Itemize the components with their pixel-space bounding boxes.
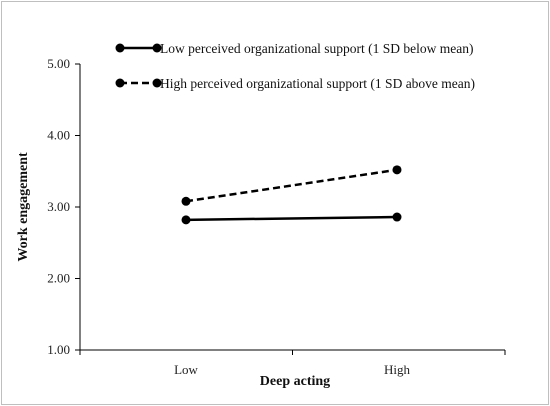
y-tick-label: 1.00 xyxy=(47,342,70,357)
legend-label-1: High perceived organizational support (1… xyxy=(160,76,475,91)
series-0-point-0 xyxy=(181,215,191,225)
y-tick-label: 2.00 xyxy=(47,271,70,286)
x-tick-label: Low xyxy=(174,362,198,377)
y-tick-label: 3.00 xyxy=(47,199,70,214)
legend-marker-end-1 xyxy=(152,78,162,88)
series-line-0 xyxy=(185,215,398,222)
series-1-point-0 xyxy=(181,196,191,206)
y-ticks: 1.00 2.00 3.00 4.00 5.00 xyxy=(47,56,80,357)
y-tick-label: 5.00 xyxy=(47,56,70,71)
legend-marker-start-0 xyxy=(115,43,125,53)
series-layer xyxy=(181,165,402,225)
series-1-point-1 xyxy=(392,165,402,175)
series-line-1 xyxy=(185,168,398,203)
axes xyxy=(79,64,505,351)
x-tick-label: High xyxy=(384,362,411,377)
x-axis-title: Deep acting xyxy=(260,374,330,389)
y-tick-label: 4.00 xyxy=(47,128,70,143)
legend-label-0: Low perceived organizational support (1 … xyxy=(160,41,474,56)
y-axis-title: Work engagement xyxy=(16,152,31,262)
legend: Low perceived organizational support (1 … xyxy=(115,41,475,91)
series-0-point-1 xyxy=(392,212,402,222)
legend-marker-end-0 xyxy=(152,43,162,53)
legend-marker-start-1 xyxy=(115,78,125,88)
x-ticks: Low High xyxy=(79,350,506,377)
